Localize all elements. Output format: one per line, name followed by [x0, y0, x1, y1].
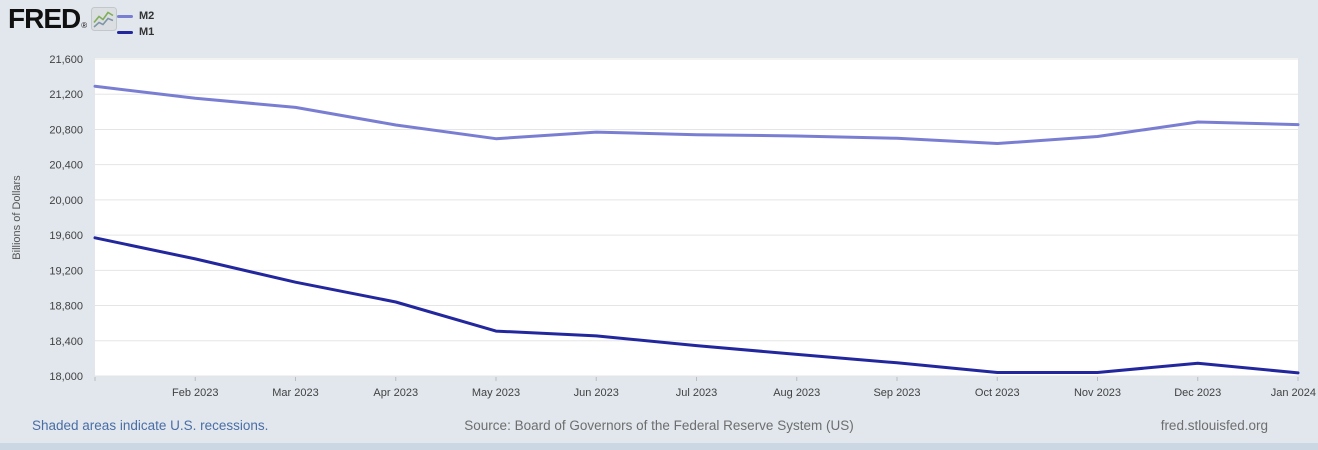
registered-trademark-mark: ®	[81, 21, 88, 30]
x-axis-tick-label: Mar 2023	[272, 387, 318, 399]
legend-label: M2	[139, 10, 155, 22]
m1-series-line[interactable]	[93, 236, 1300, 375]
y-axis-tick-label: 21,600	[49, 54, 83, 66]
x-axis-tick-label: Nov 2023	[1074, 387, 1121, 399]
x-axis-tick-label: May 2023	[472, 387, 520, 399]
legend-item-m1[interactable]: M1	[117, 24, 154, 40]
source-attribution: Source: Board of Governors of the Federa…	[464, 418, 854, 433]
legend-item-m2[interactable]: M2	[117, 8, 154, 24]
y-axis-tick-label: 19,600	[49, 230, 83, 242]
m2-series-line[interactable]	[93, 84, 1300, 145]
legend-line-marker-icon	[117, 30, 133, 34]
y-axis-tick-label: 21,200	[49, 89, 83, 101]
bottom-accent-bar	[0, 443, 1318, 450]
chart-footer: Shaded areas indicate U.S. recessions. S…	[0, 417, 1318, 435]
y-axis-tick-label: 20,400	[49, 160, 83, 172]
fred-site-link[interactable]: fred.stlouisfed.org	[1160, 418, 1268, 433]
fred-sparkline-icon	[91, 7, 118, 31]
fred-logo[interactable]: FRED ®	[8, 3, 118, 34]
x-axis-tick-label: Apr 2023	[373, 387, 418, 399]
plot-area	[95, 58, 1298, 376]
y-axis-tick-label: 18,800	[49, 301, 83, 313]
x-axis-tick-label: Jul 2023	[676, 387, 718, 399]
chart-legend: M2 M1	[117, 8, 154, 40]
x-axis-tick-label: Jun 2023	[574, 387, 619, 399]
x-axis-tick-label: Oct 2023	[975, 387, 1020, 399]
x-axis-tick-label: Sep 2023	[873, 387, 920, 399]
legend-line-marker-icon	[117, 14, 133, 18]
x-axis-tick-label: Feb 2023	[172, 387, 218, 399]
x-axis-tick-label: Dec 2023	[1174, 387, 1221, 399]
x-axis-tick-label: Aug 2023	[773, 387, 820, 399]
x-axis-tick-label: Jan 2024	[1271, 387, 1316, 399]
fred-wordmark: FRED	[8, 3, 81, 34]
line-chart: 18,000 18,400 18,800 19,200 19,600 20,000 20,4…	[11, 54, 1316, 399]
legend-label: M1	[139, 26, 155, 38]
y-axis-title: Billions of Dollars	[11, 175, 23, 260]
y-axis-tick-label: 18,400	[49, 336, 83, 348]
y-axis-tick-label: 18,000	[49, 371, 83, 383]
y-axis-tick-label: 20,000	[49, 195, 83, 207]
recession-note-link[interactable]: Shaded areas indicate U.S. recessions.	[32, 418, 269, 433]
y-axis-tick-label: 19,200	[49, 265, 83, 277]
y-axis-tick-label: 20,800	[49, 124, 83, 136]
